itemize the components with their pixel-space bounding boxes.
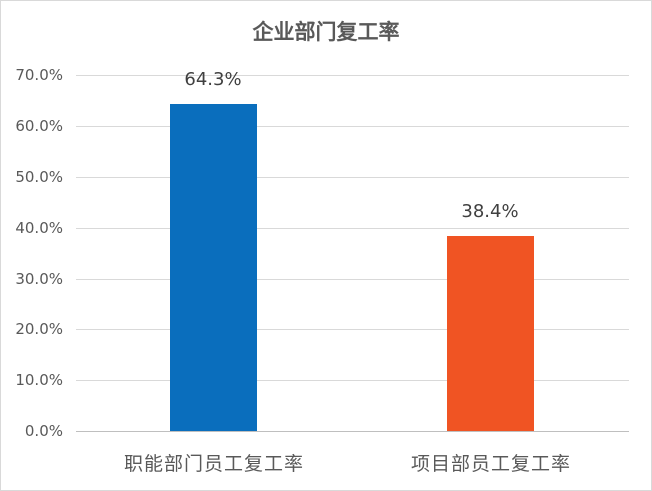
gridline — [76, 177, 629, 178]
y-tick-label: 60.0% — [15, 117, 63, 135]
gridline — [76, 329, 629, 330]
bar-functional-dept — [170, 104, 257, 431]
bar-project-dept — [447, 236, 534, 431]
y-tick-label: 20.0% — [15, 320, 63, 338]
gridline — [76, 228, 629, 229]
y-tick-label: 10.0% — [15, 371, 63, 389]
x-category-label: 项目部员工复工率 — [410, 453, 571, 475]
y-tick-label: 70.0% — [15, 66, 63, 84]
y-tick-label: 50.0% — [15, 168, 63, 186]
y-tick-label: 30.0% — [15, 270, 63, 288]
y-tick-label: 0.0% — [24, 422, 63, 440]
y-tick-label: 40.0% — [15, 219, 63, 237]
gridline — [76, 279, 629, 280]
chart-title: 企业部门复工率 — [252, 20, 400, 44]
gridline — [76, 380, 629, 381]
gridline — [76, 126, 629, 127]
data-label: 64.3% — [184, 69, 242, 90]
x-category-label: 职能部门员工复工率 — [123, 453, 304, 475]
data-label: 38.4% — [461, 201, 519, 222]
gridline — [76, 75, 629, 76]
x-axis-line — [76, 431, 629, 432]
